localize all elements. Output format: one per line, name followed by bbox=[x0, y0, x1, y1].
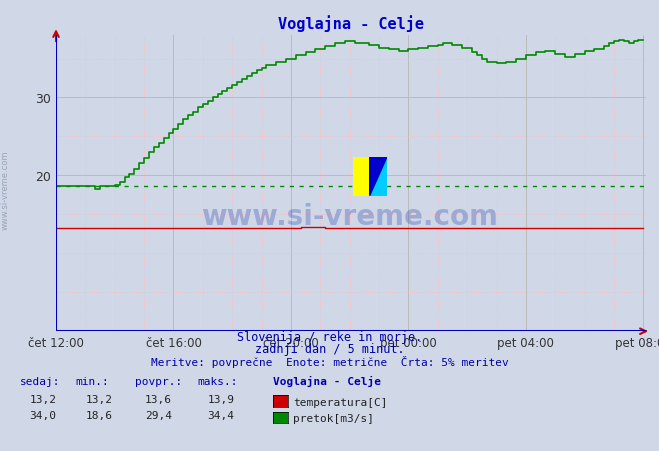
Polygon shape bbox=[370, 158, 387, 196]
Text: povpr.:: povpr.: bbox=[135, 376, 183, 386]
Text: min.:: min.: bbox=[76, 376, 109, 386]
Polygon shape bbox=[370, 158, 387, 196]
Text: sedaj:: sedaj: bbox=[20, 376, 60, 386]
Text: 13,6: 13,6 bbox=[145, 394, 172, 404]
Text: 34,0: 34,0 bbox=[30, 410, 57, 420]
Text: Meritve: povprečne  Enote: metrične  Črta: 5% meritev: Meritve: povprečne Enote: metrične Črta:… bbox=[151, 355, 508, 367]
Text: 13,9: 13,9 bbox=[208, 394, 235, 404]
Text: maks.:: maks.: bbox=[198, 376, 238, 386]
Text: www.si-vreme.com: www.si-vreme.com bbox=[1, 150, 10, 229]
Text: 34,4: 34,4 bbox=[208, 410, 235, 420]
Text: 18,6: 18,6 bbox=[86, 410, 113, 420]
Text: zadnji dan / 5 minut.: zadnji dan / 5 minut. bbox=[254, 343, 405, 356]
Text: 13,2: 13,2 bbox=[86, 394, 113, 404]
Text: Voglajna - Celje: Voglajna - Celje bbox=[273, 375, 382, 386]
Title: Voglajna - Celje: Voglajna - Celje bbox=[278, 15, 424, 32]
Text: Slovenija / reke in morje.: Slovenija / reke in morje. bbox=[237, 331, 422, 344]
Text: www.si-vreme.com: www.si-vreme.com bbox=[201, 202, 498, 230]
Text: temperatura[C]: temperatura[C] bbox=[293, 397, 387, 407]
Text: pretok[m3/s]: pretok[m3/s] bbox=[293, 414, 374, 423]
Bar bbox=[353, 158, 370, 196]
Text: 13,2: 13,2 bbox=[30, 394, 57, 404]
Text: 29,4: 29,4 bbox=[145, 410, 172, 420]
